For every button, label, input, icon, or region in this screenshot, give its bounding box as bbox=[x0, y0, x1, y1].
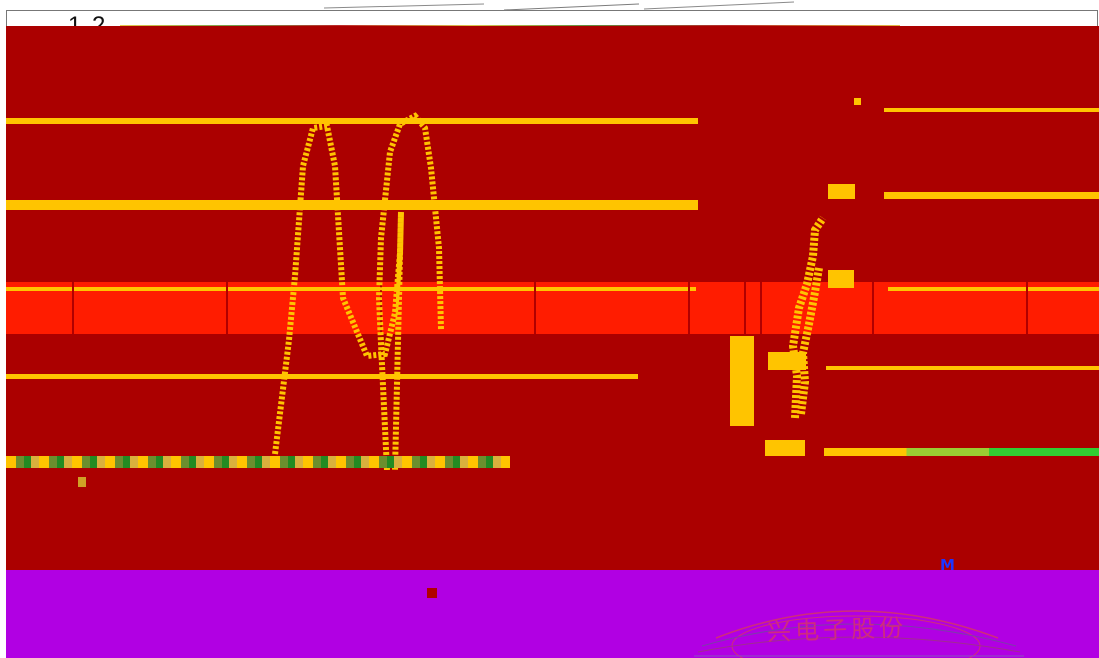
signature-lines bbox=[324, 1, 794, 11]
stray-mark: M bbox=[940, 556, 955, 574]
band-divider bbox=[760, 282, 762, 334]
horizontal-band-2 bbox=[6, 200, 698, 210]
seal-text: 兴电子股份 bbox=[766, 613, 908, 647]
bottom-noise-line bbox=[6, 456, 510, 468]
band-divider bbox=[872, 282, 874, 334]
tiny-block bbox=[768, 352, 806, 370]
purple-footer bbox=[6, 570, 1099, 658]
band-divider bbox=[688, 282, 690, 334]
band-divider bbox=[534, 282, 536, 334]
seal-graphic bbox=[694, 610, 1024, 658]
band-divider bbox=[744, 282, 746, 334]
tiny-block bbox=[828, 184, 855, 199]
bottom-right-noise-line bbox=[824, 448, 1099, 456]
tiny-block bbox=[765, 440, 805, 456]
peak-curve bbox=[272, 112, 444, 470]
highlight-band-line-right bbox=[888, 287, 1099, 291]
highlight-band-line-left bbox=[6, 287, 696, 291]
red-square bbox=[427, 588, 437, 598]
band-divider bbox=[1026, 282, 1028, 334]
horizontal-band-1 bbox=[6, 118, 698, 124]
horizontal-band-5 bbox=[6, 374, 638, 379]
tiny-block bbox=[854, 98, 861, 105]
horizontal-band-4 bbox=[884, 192, 1099, 199]
band-divider bbox=[226, 282, 228, 334]
vertical-noise-trace bbox=[788, 215, 827, 419]
tiny-block bbox=[828, 270, 854, 288]
small-glyph bbox=[78, 477, 86, 487]
highlight-band bbox=[6, 282, 1099, 334]
band-divider bbox=[72, 282, 74, 334]
horizontal-band-3 bbox=[884, 108, 1099, 112]
tiny-block bbox=[730, 336, 754, 426]
horizontal-band-6 bbox=[826, 366, 1099, 370]
